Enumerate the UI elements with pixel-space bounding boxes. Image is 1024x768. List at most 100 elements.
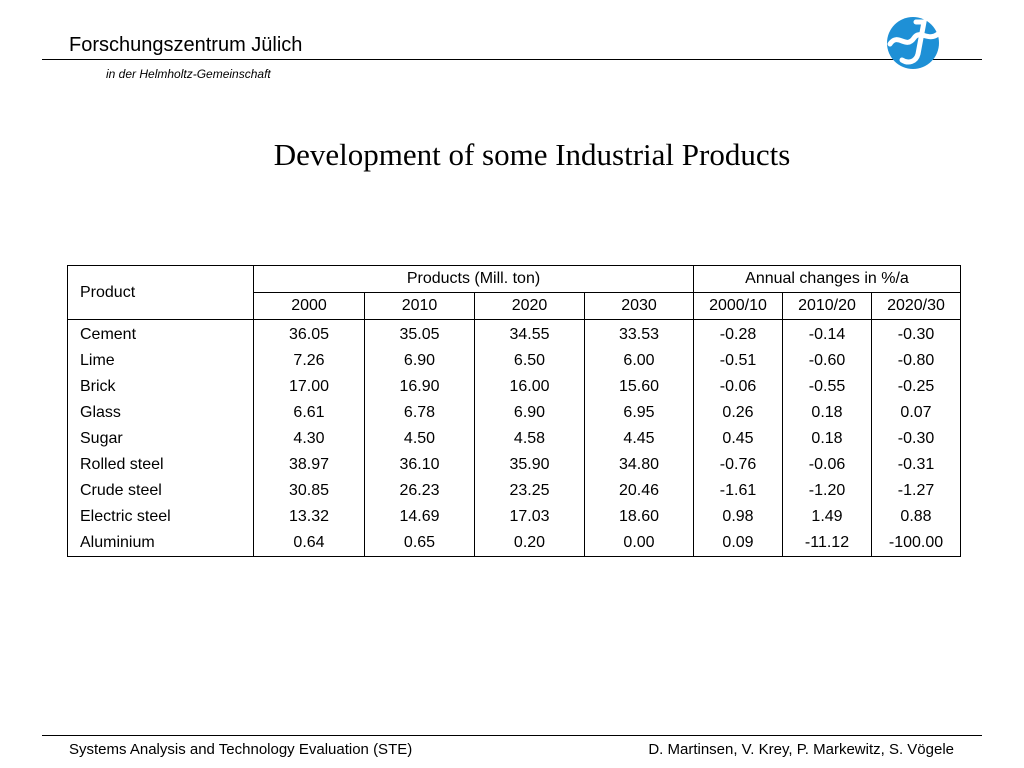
production-value-cell: 4.45 [584,426,694,452]
annual-change-cell: -0.55 [782,374,872,400]
production-value-cell: 0.65 [364,530,475,557]
production-value-cell: 18.60 [584,504,694,530]
production-value-cell: 34.55 [474,319,585,348]
annual-change-cell: -1.61 [693,478,783,504]
column-header-year: 2030 [584,292,694,320]
production-value-cell: 20.46 [584,478,694,504]
annual-change-cell: 0.88 [871,504,961,530]
organization-name: Forschungszentrum Jülich [69,34,303,56]
table-row: Brick 17.00 16.90 16.00 15.60 -0.06 -0.55 -0.25 [67,374,961,400]
product-name-cell: Electric steel [67,504,254,530]
annual-change-cell: -1.27 [871,478,961,504]
column-header-period: 2010/20 [782,292,872,320]
annual-change-cell: -1.20 [782,478,872,504]
production-value-cell: 4.50 [364,426,475,452]
production-value-cell: 6.90 [474,400,585,426]
annual-change-cell: 0.98 [693,504,783,530]
annual-change-cell: -0.51 [693,348,783,374]
table-body: Cement 36.05 35.05 34.55 33.53 -0.28 -0.14 -0.3… [67,319,961,557]
annual-change-cell: -0.30 [871,426,961,452]
production-value-cell: 0.64 [253,530,365,557]
group-header-production: Products (Mill. ton) [253,265,694,293]
production-value-cell: 0.00 [584,530,694,557]
production-value-cell: 6.95 [584,400,694,426]
production-value-cell: 36.05 [253,319,365,348]
production-value-cell: 6.50 [474,348,585,374]
production-value-cell: 6.78 [364,400,475,426]
column-header-year: 2000 [253,292,365,320]
table-row: Cement 36.05 35.05 34.55 33.53 -0.28 -0.14 -0.3… [67,319,961,348]
table-row: Electric steel 13.32 14.69 17.03 18.60 0.98 1.… [67,504,961,530]
production-value-cell: 13.32 [253,504,365,530]
slide-title: Development of some Industrial Products [273,137,791,172]
production-value-cell: 35.05 [364,319,475,348]
header-divider [42,59,982,60]
product-name-cell: Lime [67,348,254,374]
annual-change-cell: 0.18 [782,426,872,452]
column-header-period: 2000/10 [693,292,783,320]
table-row: Lime 7.26 6.90 6.50 6.00 -0.51 -0.60 -0.80 [67,348,961,374]
production-value-cell: 16.00 [474,374,585,400]
product-name-cell: Brick [67,374,254,400]
production-value-cell: 38.97 [253,452,365,478]
annual-change-cell: -11.12 [782,530,872,557]
production-value-cell: 17.00 [253,374,365,400]
production-value-cell: 34.80 [584,452,694,478]
production-value-cell: 23.25 [474,478,585,504]
footer-authors: D. Martinsen, V. Krey, P. Markewitz, S. … [648,741,954,758]
table-row: Rolled steel 38.97 36.10 35.90 34.80 -0.76 -0.… [67,452,961,478]
annual-change-cell: -0.60 [782,348,872,374]
production-value-cell: 15.60 [584,374,694,400]
production-value-cell: 33.53 [584,319,694,348]
annual-change-cell: -0.76 [693,452,783,478]
table-row: Crude steel 30.85 26.23 23.25 20.46 -1.61 -1.2… [67,478,961,504]
industrial-products-table: Product Products (Mill. ton) Annual chan… [67,265,961,557]
annual-change-cell: -0.06 [693,374,783,400]
production-value-cell: 16.90 [364,374,475,400]
annual-change-cell: 0.09 [693,530,783,557]
product-name-cell: Rolled steel [67,452,254,478]
footer-department: Systems Analysis and Technology Evaluati… [69,741,413,758]
table-row: Sugar 4.30 4.50 4.58 4.45 0.45 0.18 -0.30 [67,426,961,452]
footer-divider [42,735,982,736]
product-name-cell: Crude steel [67,478,254,504]
column-header-product: Product [67,265,254,320]
annual-change-cell: -0.28 [693,319,783,348]
annual-change-cell: 0.07 [871,400,961,426]
annual-change-cell: -0.31 [871,452,961,478]
production-value-cell: 36.10 [364,452,475,478]
production-value-cell: 35.90 [474,452,585,478]
product-name-cell: Glass [67,400,254,426]
production-value-cell: 4.30 [253,426,365,452]
column-header-year: 2010 [364,292,475,320]
production-value-cell: 6.61 [253,400,365,426]
production-value-cell: 6.90 [364,348,475,374]
table-row: Glass 6.61 6.78 6.90 6.95 0.26 0.18 0.07 [67,400,961,426]
production-value-cell: 6.00 [584,348,694,374]
product-name-cell: Sugar [67,426,254,452]
product-name-cell: Aluminium [67,530,254,557]
production-value-cell: 30.85 [253,478,365,504]
annual-change-cell: -0.30 [871,319,961,348]
organization-subtitle: in der Helmholtz-Gemeinschaft [106,67,271,81]
production-value-cell: 0.20 [474,530,585,557]
annual-change-cell: 0.45 [693,426,783,452]
production-value-cell: 26.23 [364,478,475,504]
annual-change-cell: 0.18 [782,400,872,426]
column-header-year: 2020 [474,292,585,320]
fzj-logo-icon [887,17,941,69]
annual-change-cell: 1.49 [782,504,872,530]
production-value-cell: 7.26 [253,348,365,374]
annual-change-cell: -0.06 [782,452,872,478]
annual-change-cell: -0.25 [871,374,961,400]
column-header-period: 2020/30 [871,292,961,320]
production-value-cell: 17.03 [474,504,585,530]
annual-change-cell: -0.80 [871,348,961,374]
production-value-cell: 14.69 [364,504,475,530]
group-header-annual-changes: Annual changes in %/a [693,265,961,293]
product-name-cell: Cement [67,319,254,348]
annual-change-cell: -100.00 [871,530,961,557]
annual-change-cell: -0.14 [782,319,872,348]
production-value-cell: 4.58 [474,426,585,452]
table-row: Aluminium 0.64 0.65 0.20 0.00 0.09 -11.12 -100.… [67,530,961,557]
